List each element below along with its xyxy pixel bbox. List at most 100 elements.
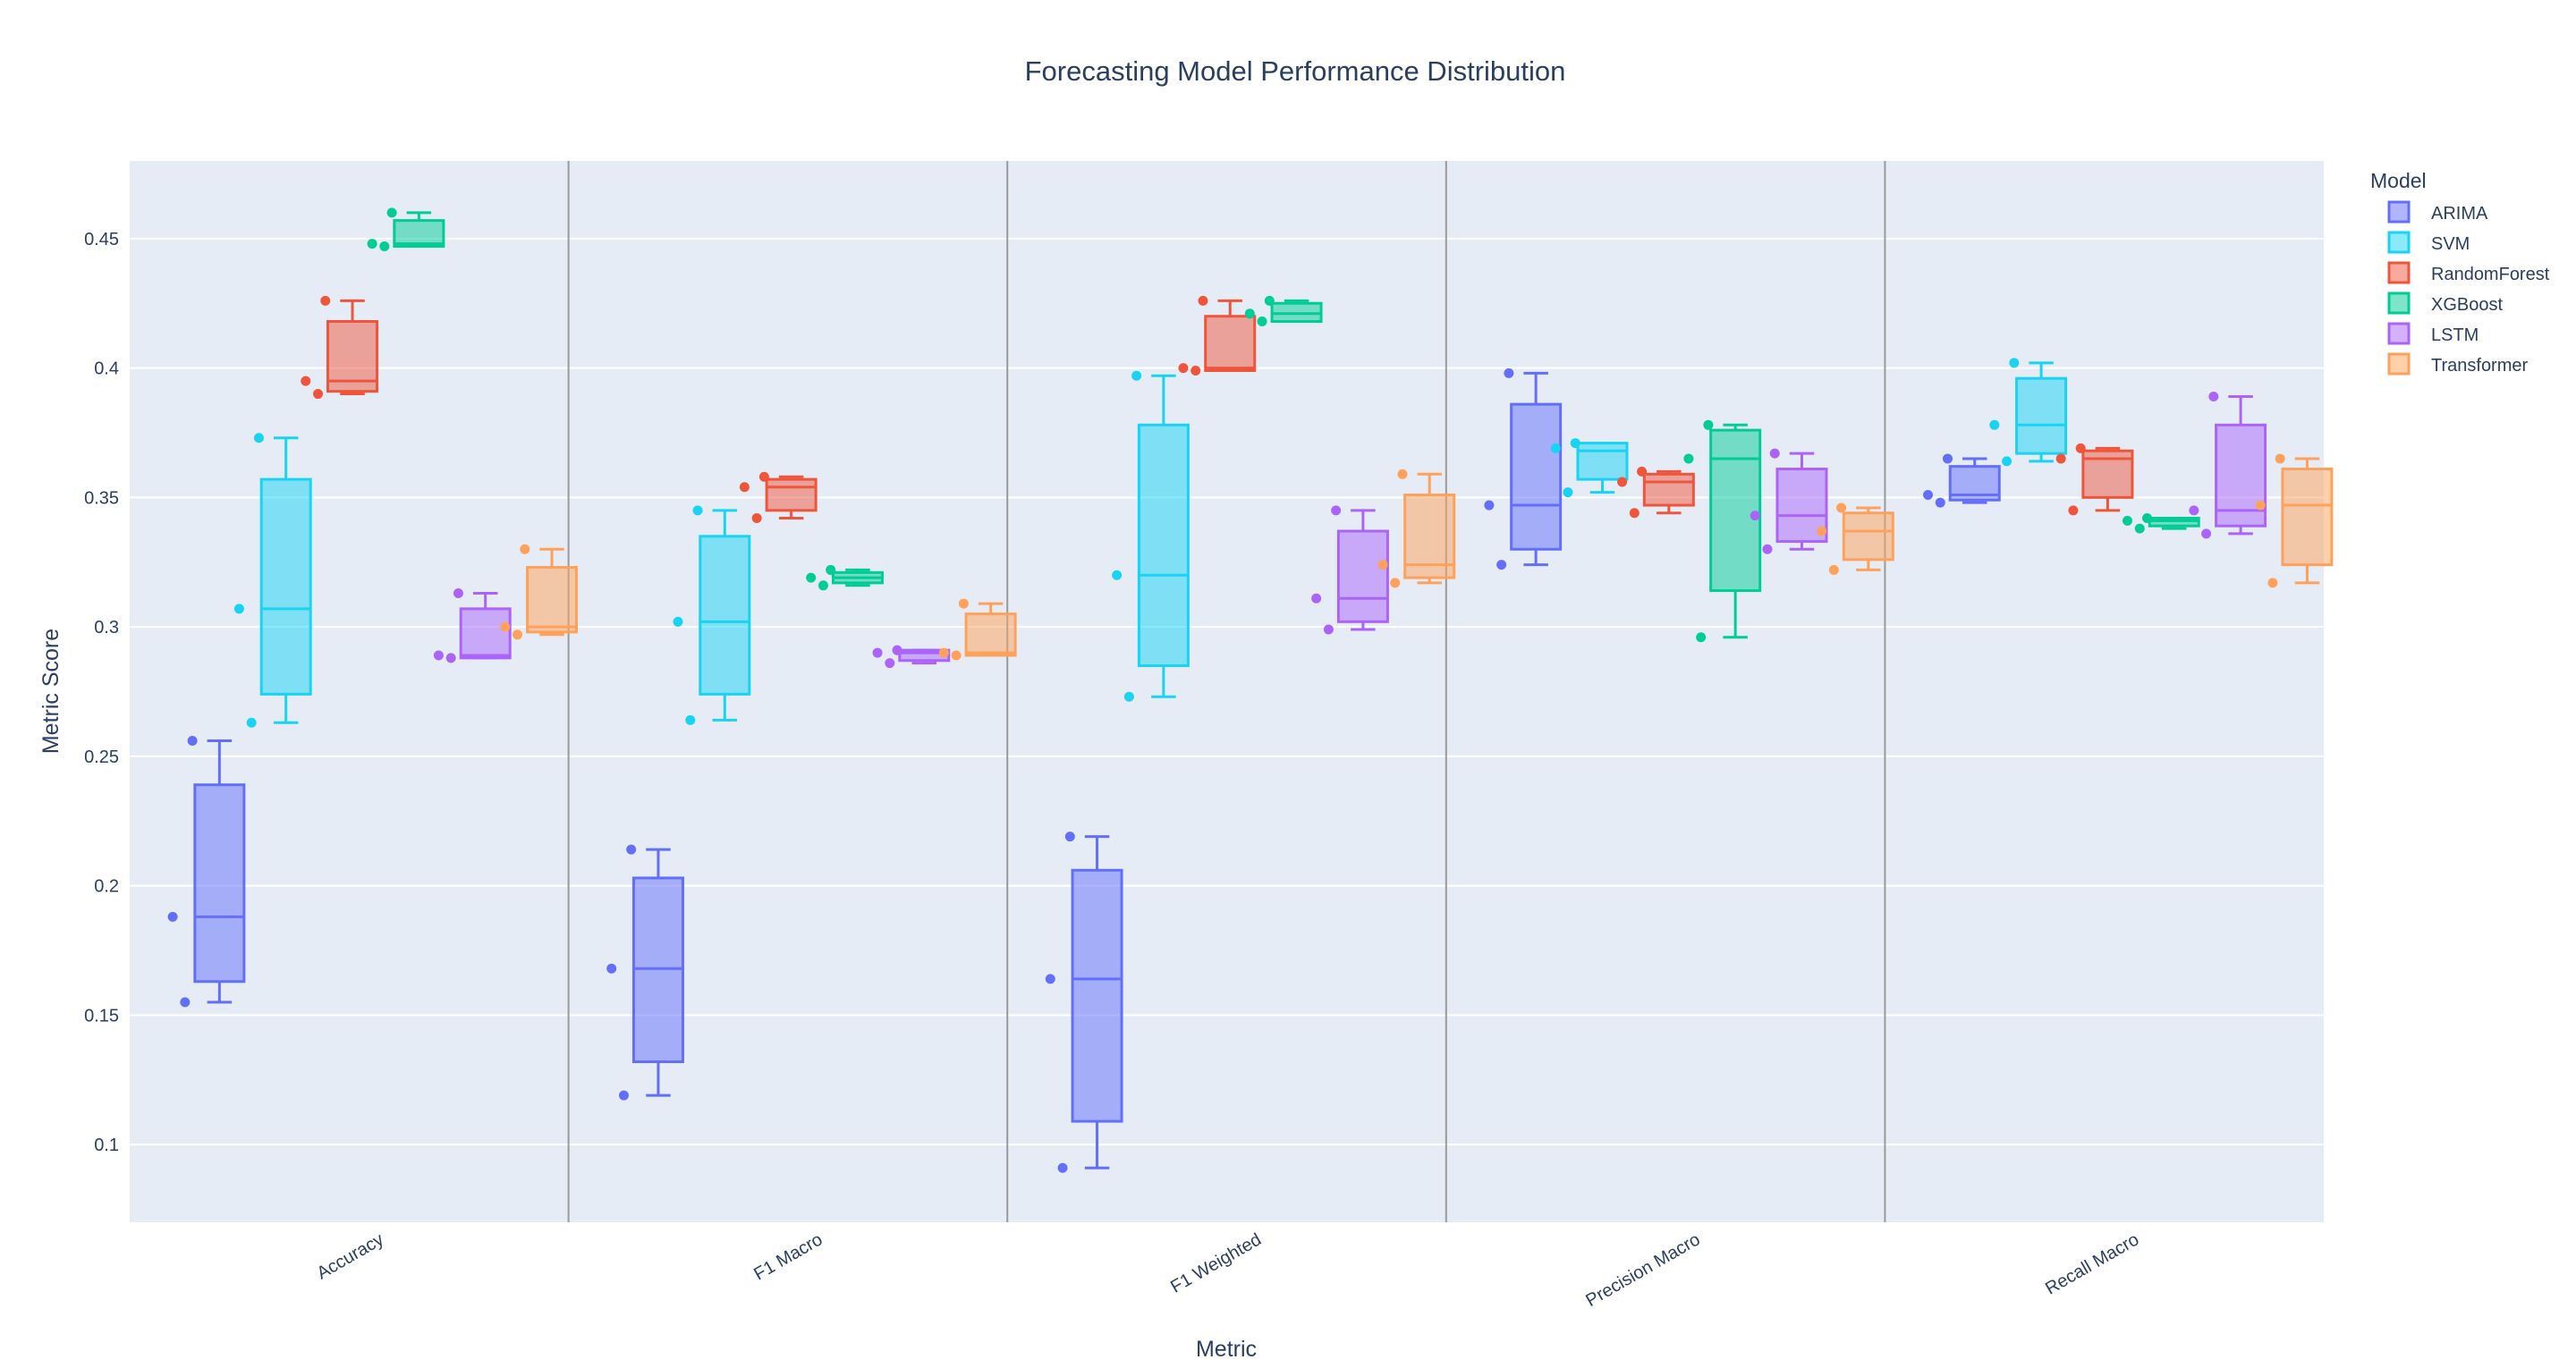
box-body	[2281, 468, 2334, 567]
data-point	[2068, 505, 2079, 516]
data-point	[1390, 578, 1401, 588]
data-point	[2122, 515, 2132, 526]
box-body	[259, 477, 312, 696]
data-point	[2201, 528, 2212, 539]
data-point	[826, 564, 836, 575]
y-axis-title: Metric Score	[38, 629, 64, 754]
box-body	[1204, 315, 1257, 373]
box	[1683, 419, 1762, 643]
data-point	[1570, 438, 1580, 449]
data-point	[1484, 500, 1495, 511]
data-point	[1057, 1162, 1068, 1173]
box-body	[2015, 376, 2068, 455]
data-point	[500, 621, 511, 632]
data-point	[1750, 511, 1760, 521]
data-point	[445, 653, 456, 663]
box	[167, 736, 246, 1008]
data-point	[1550, 443, 1561, 453]
data-point	[818, 580, 828, 591]
box	[2122, 513, 2200, 534]
box-body	[898, 648, 951, 663]
y-tick-label: 0.25	[84, 747, 119, 767]
data-point	[180, 997, 191, 1008]
box-body	[1510, 402, 1563, 551]
x-axis-title: Metric	[1196, 1337, 1257, 1362]
box-body	[459, 607, 512, 660]
data-point	[301, 376, 311, 386]
legend: Model ARIMA SVM RandomForest XGBoost LSTM Tra…	[2370, 169, 2550, 376]
legend-swatch	[2387, 200, 2411, 224]
data-point	[626, 844, 637, 855]
box	[433, 587, 512, 663]
legend-title: Model	[2370, 169, 2427, 192]
data-point	[1496, 560, 1507, 570]
data-point	[1257, 316, 1267, 326]
legend-swatch	[2387, 322, 2411, 345]
data-point	[367, 239, 377, 249]
data-point	[1762, 544, 1773, 554]
data-point	[739, 482, 750, 493]
data-point	[1264, 295, 1275, 306]
box	[1817, 502, 1894, 575]
box-body	[964, 612, 1017, 657]
box	[606, 844, 684, 1101]
legend-label: SVM	[2431, 234, 2470, 254]
box-body	[1642, 472, 1695, 507]
box-body	[193, 783, 246, 984]
data-point	[751, 513, 762, 524]
box	[1484, 367, 1563, 570]
box	[1377, 469, 1456, 588]
box-body	[393, 219, 445, 249]
data-point	[320, 295, 331, 306]
data-point	[2075, 443, 2086, 453]
data-point	[2208, 391, 2219, 401]
legend-swatch	[2387, 231, 2411, 254]
box	[2189, 391, 2267, 539]
chart-title: Forecasting Model Performance Distributi…	[1025, 55, 1566, 87]
data-point	[2255, 500, 2266, 511]
data-point	[2141, 513, 2152, 524]
y-tick-label: 0.1	[94, 1136, 119, 1155]
data-point	[1397, 469, 1408, 479]
data-point	[246, 717, 257, 728]
data-point	[187, 736, 198, 747]
data-point	[453, 587, 463, 598]
data-point	[1131, 370, 1142, 381]
data-point	[2189, 505, 2199, 516]
box-body	[1137, 423, 1190, 668]
data-point	[1769, 448, 1780, 459]
box	[1989, 358, 2068, 467]
data-point	[618, 1090, 629, 1101]
data-point	[2009, 358, 2020, 368]
data-point	[1942, 453, 1953, 464]
box	[367, 207, 445, 252]
series-Transformer	[500, 453, 2334, 661]
box	[1112, 370, 1190, 702]
box-body	[1709, 428, 1762, 593]
y-tick-label: 0.35	[84, 488, 119, 508]
data-point	[1311, 593, 1322, 604]
data-point	[1064, 832, 1075, 842]
data-point	[938, 647, 949, 658]
box-body	[1576, 442, 1629, 481]
data-point	[1817, 526, 1827, 536]
data-point	[1178, 363, 1189, 374]
data-point	[386, 207, 397, 218]
box	[1045, 832, 1123, 1173]
y-tick-label: 0.45	[84, 230, 119, 249]
box	[2255, 453, 2334, 588]
series-LSTM	[433, 391, 2267, 669]
data-point	[872, 647, 883, 658]
data-point	[1123, 691, 1134, 702]
y-tick-label: 0.3	[94, 618, 119, 638]
y-tick-labels: 0.1 0.15 0.2 0.25 0.3 0.35 0.4 0.45	[84, 230, 119, 1155]
data-point	[885, 658, 895, 669]
data-point	[1377, 560, 1388, 570]
legend-item: XGBoost	[2387, 291, 2503, 315]
data-point	[892, 645, 902, 655]
box	[233, 433, 312, 728]
legend-label: LSTM	[2431, 325, 2479, 345]
box	[938, 598, 1017, 661]
box-body	[765, 477, 818, 512]
data-point	[685, 714, 696, 725]
